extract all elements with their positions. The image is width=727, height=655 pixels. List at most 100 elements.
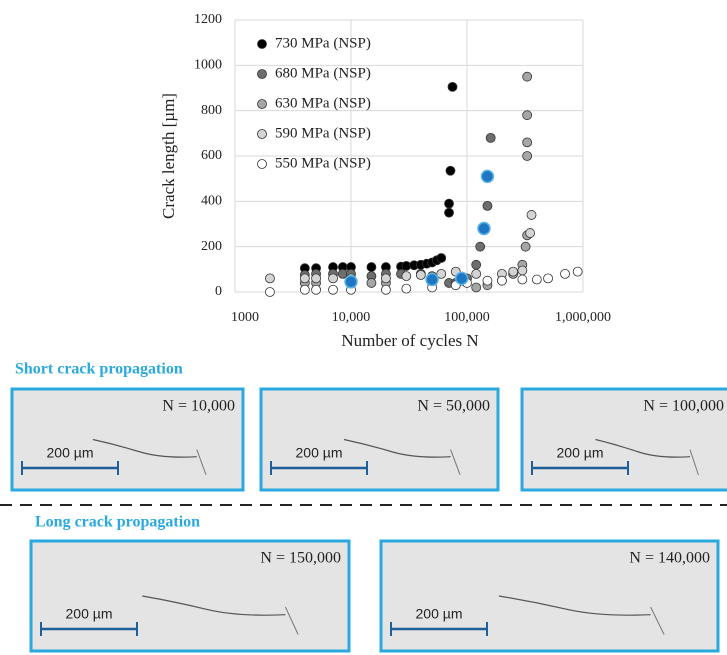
- data-point: [328, 273, 338, 284]
- data-point: [482, 275, 493, 286]
- micrograph: [379, 539, 720, 653]
- data-point: [444, 207, 454, 218]
- data-point: [299, 273, 310, 284]
- data-point: [344, 275, 358, 289]
- data-point: [381, 273, 391, 284]
- y-tick-label: 1000: [194, 58, 222, 73]
- data-point: [366, 278, 377, 288]
- cycle-label: N = 100,000: [643, 398, 724, 415]
- data-point: [401, 283, 412, 294]
- data-point: [522, 151, 533, 161]
- crack: [498, 595, 651, 616]
- data-point: [531, 274, 542, 285]
- x-tick-label: 1000: [231, 310, 259, 325]
- legend-label: 590 MPa (NSP): [275, 125, 371, 141]
- legend-marker: [257, 69, 267, 79]
- legend-marker: [257, 39, 267, 49]
- cycle-label: N = 140,000: [629, 550, 710, 567]
- data-point: [265, 273, 275, 284]
- data-point: [525, 228, 536, 238]
- y-tick-label: 800: [201, 103, 222, 118]
- cycle-label: N = 150,000: [260, 550, 341, 567]
- legend-label: 550 MPa (NSP): [275, 155, 371, 171]
- crack: [142, 595, 286, 616]
- data-point: [517, 274, 528, 285]
- data-point: [520, 241, 531, 252]
- crack: [92, 438, 197, 458]
- data-point: [311, 284, 321, 295]
- cycle-label: N = 50,000: [417, 398, 490, 415]
- crack: [595, 438, 691, 458]
- data-point: [485, 132, 496, 143]
- data-point: [517, 265, 528, 276]
- data-point: [522, 110, 533, 121]
- scale-label: 200 µm: [296, 445, 343, 461]
- legend-marker: [257, 129, 267, 139]
- x-axis-title: Number of cycles N: [341, 331, 478, 350]
- data-point: [475, 241, 486, 252]
- data-point: [471, 282, 482, 293]
- cycle-label: N = 10,000: [162, 398, 235, 415]
- crack: [196, 449, 207, 476]
- data-point: [425, 272, 439, 287]
- x-tick-label: 10,000: [332, 310, 371, 325]
- data-point: [454, 271, 469, 286]
- data-point: [328, 284, 338, 295]
- scale-label: 200 µm: [557, 445, 604, 461]
- x-tick-label: 1,000,000: [555, 310, 611, 325]
- data-point: [477, 221, 491, 236]
- data-point: [522, 137, 533, 148]
- data-point: [415, 270, 426, 280]
- data-point: [560, 268, 570, 279]
- y-tick-label: 1200: [194, 12, 222, 27]
- y-tick-label: 600: [201, 148, 222, 163]
- scale-label: 200 µm: [416, 606, 463, 622]
- data-point: [299, 284, 310, 295]
- micrograph: [29, 539, 351, 653]
- micrograph: [520, 387, 727, 492]
- data-point: [381, 284, 391, 295]
- data-point: [572, 266, 583, 277]
- data-point: [436, 253, 447, 263]
- data-point: [436, 268, 447, 279]
- crack: [343, 438, 451, 458]
- data-point: [311, 273, 321, 284]
- data-point: [480, 169, 495, 184]
- y-axis-title: Crack length [µm]: [159, 93, 178, 219]
- data-point: [522, 71, 533, 82]
- x-tick-label: 100,000: [444, 310, 490, 325]
- data-point: [445, 165, 456, 176]
- data-point: [482, 200, 493, 211]
- scale-label: 200 µm: [66, 606, 113, 622]
- data-point: [497, 275, 507, 286]
- y-tick-label: 400: [201, 194, 222, 209]
- crack: [450, 449, 461, 476]
- data-point: [471, 268, 482, 279]
- scale-label: 200 µm: [47, 445, 94, 461]
- y-tick-label: 0: [215, 284, 222, 299]
- section-title: Long crack propagation: [35, 514, 200, 531]
- data-point: [508, 266, 519, 277]
- crack: [689, 449, 699, 476]
- crack: [650, 606, 665, 635]
- section-title: Short crack propagation: [15, 361, 183, 378]
- data-point: [447, 81, 458, 92]
- crack: [284, 606, 299, 635]
- legend-marker: [257, 99, 267, 109]
- legend-marker: [257, 159, 267, 169]
- data-point: [337, 268, 348, 279]
- data-point: [401, 271, 412, 282]
- data-point: [526, 210, 537, 220]
- data-point: [265, 287, 275, 297]
- data-point: [471, 259, 482, 270]
- data-point: [366, 262, 377, 272]
- legend-label: 730 MPa (NSP): [275, 35, 371, 51]
- micrograph: [10, 387, 245, 492]
- data-point: [543, 273, 553, 284]
- micrograph: [259, 387, 500, 492]
- data-point: [444, 198, 454, 209]
- legend-label: 680 MPa (NSP): [275, 65, 371, 81]
- legend-label: 630 MPa (NSP): [275, 95, 371, 111]
- y-tick-label: 200: [201, 239, 222, 254]
